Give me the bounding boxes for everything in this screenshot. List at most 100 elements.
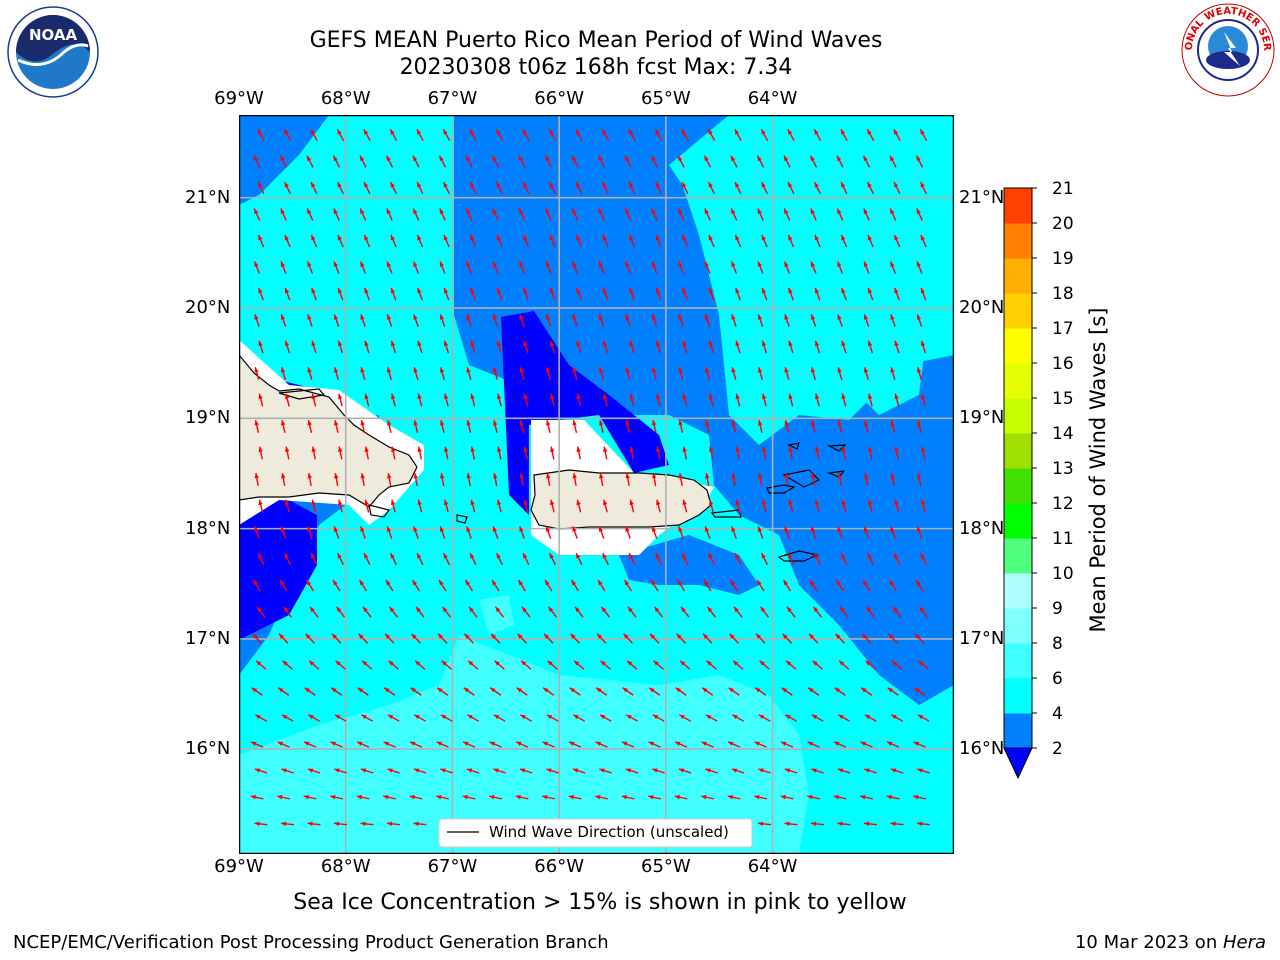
- wave-direction-arrow: [705, 768, 718, 774]
- wave-direction-arrow: [731, 472, 736, 487]
- wave-direction-arrow: [787, 552, 795, 566]
- wave-direction-arrow: [466, 420, 472, 433]
- wave-direction-arrow: [545, 526, 552, 539]
- wave-direction-arrow: [863, 821, 878, 827]
- wave-direction-arrow: [575, 234, 583, 248]
- wave-direction-arrow: [706, 660, 717, 670]
- wave-direction-arrow: [277, 687, 290, 696]
- wave-direction-arrow: [783, 261, 791, 274]
- colorbar-tick-label: 21: [1052, 180, 1074, 199]
- map-panel: Wind Wave Direction (unscaled): [239, 115, 954, 854]
- wave-direction-arrow: [623, 633, 633, 644]
- wave-direction-arrow: [681, 128, 689, 142]
- wave-direction-arrow: [359, 261, 367, 274]
- wave-direction-arrow: [629, 499, 635, 513]
- wave-direction-arrow: [438, 579, 447, 592]
- wave-direction-arrow: [337, 499, 343, 513]
- wave-direction-arrow: [728, 687, 740, 696]
- wave-direction-arrow: [442, 128, 451, 142]
- colorbar-bin: [1004, 468, 1032, 504]
- wave-direction-arrow: [382, 795, 397, 800]
- wave-direction-arrow: [707, 128, 716, 142]
- wave-direction-arrow: [886, 795, 900, 800]
- wave-direction-arrow: [835, 579, 845, 592]
- wave-direction-arrow: [599, 714, 612, 722]
- wave-direction-arrow: [863, 526, 870, 539]
- wave-direction-arrow: [784, 768, 798, 774]
- wave-direction-arrow: [390, 181, 397, 195]
- wave-direction-arrow: [417, 446, 423, 460]
- wave-direction-arrow: [651, 367, 657, 380]
- wave-direction-arrow: [757, 526, 764, 539]
- nws-logo: NATIONAL WEATHER SERVICE: [1180, 2, 1275, 97]
- wave-direction-arrow: [734, 234, 742, 248]
- wave-direction-arrow: [416, 181, 424, 195]
- wave-direction-arrow: [254, 714, 268, 722]
- wave-direction-arrow: [306, 208, 314, 221]
- wave-direction-arrow: [390, 340, 397, 354]
- colorbar-bin: [1004, 573, 1032, 609]
- lat-tick-label-right: 16°N: [959, 738, 1005, 760]
- wave-direction-arrow: [678, 526, 684, 539]
- wave-direction-arrow: [891, 660, 903, 670]
- wave-direction-arrow: [280, 821, 295, 827]
- wave-direction-arrow: [814, 287, 821, 301]
- wave-direction-arrow: [572, 367, 578, 380]
- wave-direction-arrow: [305, 633, 315, 644]
- wave-direction-arrow: [812, 606, 823, 618]
- wave-direction-arrow: [413, 367, 419, 380]
- wave-direction-arrow: [311, 287, 317, 301]
- wave-direction-arrow: [523, 446, 529, 460]
- colorbar-tick-label: 12: [1052, 494, 1074, 514]
- wave-direction-arrow: [810, 261, 817, 274]
- colorbar-bin: [1004, 293, 1032, 329]
- wave-direction-arrow: [655, 499, 661, 513]
- wave-direction-arrow: [652, 714, 665, 722]
- wave-direction-arrow: [493, 768, 506, 774]
- wave-direction-arrow: [864, 420, 869, 433]
- wave-direction-arrow: [364, 446, 370, 460]
- wave-direction-arrow: [470, 340, 476, 354]
- wave-direction-arrow: [676, 579, 686, 592]
- wave-direction-arrow: [337, 181, 344, 195]
- wave-direction-arrow: [364, 287, 370, 301]
- wave-direction-arrow: [758, 714, 771, 722]
- wave-direction-arrow: [443, 287, 450, 301]
- wave-direction-arrow: [414, 660, 426, 670]
- wave-direction-arrow: [519, 420, 525, 433]
- wave-direction-arrow: [441, 660, 452, 670]
- wave-direction-arrow: [466, 526, 472, 539]
- wave-direction-arrow: [412, 208, 420, 221]
- wave-direction-arrow: [492, 314, 499, 327]
- wave-direction-arrow: [413, 420, 419, 433]
- wave-direction-arrow: [704, 261, 711, 274]
- wave-direction-arrow: [547, 606, 558, 618]
- wave-direction-arrow: [758, 768, 771, 774]
- wave-direction-arrow: [653, 606, 664, 618]
- footer-left: NCEP/EMC/Verification Post Processing Pr…: [13, 932, 609, 953]
- wave-direction-arrow: [332, 579, 341, 592]
- wave-direction-arrow: [702, 633, 713, 644]
- wave-direction-arrow: [598, 261, 605, 274]
- wave-direction-arrow: [575, 128, 583, 142]
- wave-direction-arrow: [360, 526, 366, 539]
- wave-direction-arrow: [594, 795, 609, 800]
- wave-direction-arrow: [598, 526, 605, 539]
- island: [456, 514, 468, 524]
- wave-direction-arrow: [679, 660, 691, 670]
- wave-direction-arrow: [917, 420, 922, 433]
- wave-direction-arrow: [757, 261, 764, 274]
- wave-direction-arrow: [894, 340, 900, 354]
- wave-direction-arrow: [515, 795, 529, 800]
- wave-direction-arrow: [413, 314, 419, 327]
- colorbar-bin: [1004, 328, 1032, 364]
- wave-direction-arrow: [808, 633, 819, 644]
- wave-direction-arrow: [516, 687, 528, 696]
- wave-direction-arrow: [629, 340, 635, 354]
- wave-direction-arrow: [307, 472, 312, 487]
- wave-direction-arrow: [648, 741, 661, 748]
- wave-direction-arrow: [652, 420, 657, 433]
- wave-direction-arrow: [761, 552, 768, 566]
- wave-direction-arrow: [806, 795, 821, 800]
- wave-direction-arrow: [921, 446, 926, 460]
